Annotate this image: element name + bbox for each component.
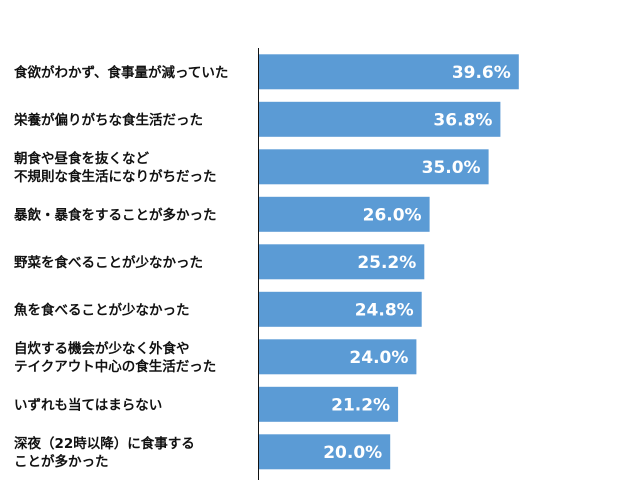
bar-4	[259, 196, 430, 232]
bar-5	[259, 244, 425, 280]
value-label-9: 20.0%	[323, 443, 382, 463]
category-label-3-line-2: 不規則な食生活になりがちだった	[14, 168, 217, 185]
bar-1	[259, 54, 519, 90]
value-label-2: 36.8%	[433, 110, 492, 130]
category-label-6: 魚を食べることが少なかった	[14, 301, 190, 318]
bar-7	[259, 339, 417, 375]
bars-layer: 39.6% 食欲がわかず、食事量が減っていた 36.8% 栄養が偏りがちな食生活だった…	[13, 54, 519, 470]
bar-2	[259, 101, 501, 137]
value-label-5: 25.2%	[357, 253, 416, 273]
value-label-8: 21.2%	[331, 395, 390, 415]
category-label-4: 暴飲・暴食をすることが多かった	[13, 206, 217, 223]
category-label-9-line-2: ことが多かった	[14, 453, 109, 470]
category-label-3-line-1: 朝食や昼食を抜くなど	[14, 150, 149, 167]
value-label-6: 24.8%	[355, 300, 414, 320]
value-label-4: 26.0%	[363, 205, 422, 225]
category-label-2: 栄養が偏りがちな食生活だった	[13, 111, 203, 128]
bar-9	[259, 434, 391, 470]
category-label-7-line-2: テイクアウト中心の食生活だった	[14, 358, 216, 375]
bar-6	[259, 291, 422, 327]
value-label-7: 24.0%	[349, 348, 408, 368]
value-label-1: 39.6%	[452, 63, 511, 83]
category-label-8: いずれも当てはまらない	[14, 396, 162, 413]
bar-3	[259, 149, 489, 185]
bar-8	[259, 386, 399, 422]
category-label-5: 野菜を食べることが少なかった	[14, 254, 203, 271]
value-label-3: 35.0%	[422, 158, 481, 178]
category-label-9-line-1: 深夜（22時以降）に食事する	[14, 435, 195, 452]
category-label-7-line-1: 自炊する機会が少なく外食や	[14, 340, 190, 357]
category-label-1: 食欲がわかず、食事量が減っていた	[14, 64, 228, 81]
